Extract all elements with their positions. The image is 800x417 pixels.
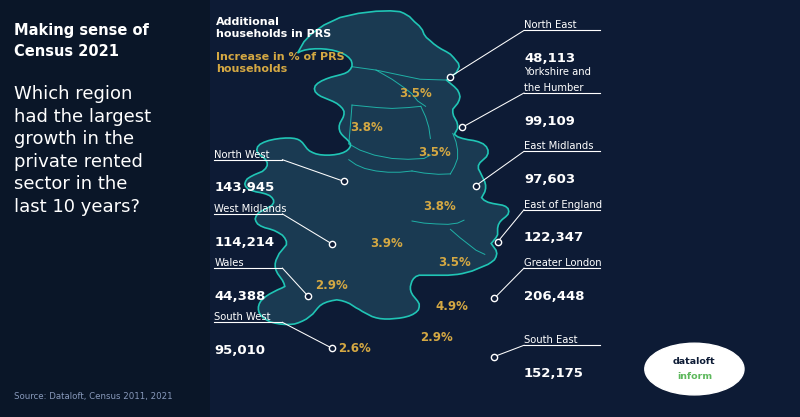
Text: 3.5%: 3.5% — [400, 87, 432, 100]
Text: Additional
households in PRS: Additional households in PRS — [216, 17, 331, 39]
Text: North East: North East — [524, 20, 577, 30]
Text: Census 2021: Census 2021 — [14, 44, 119, 59]
Text: 3.8%: 3.8% — [424, 200, 456, 213]
Text: 114,214: 114,214 — [214, 236, 274, 249]
Text: East of England: East of England — [524, 200, 602, 210]
Text: East Midlands: East Midlands — [524, 141, 594, 151]
Text: 3.5%: 3.5% — [438, 256, 470, 269]
Text: 152,175: 152,175 — [524, 367, 584, 380]
Text: Source: Dataloft, Census 2011, 2021: Source: Dataloft, Census 2011, 2021 — [14, 392, 173, 401]
Text: dataloft: dataloft — [673, 357, 716, 366]
Text: 143,945: 143,945 — [214, 181, 274, 194]
Text: South West: South West — [214, 312, 271, 322]
Text: 2.6%: 2.6% — [338, 342, 370, 355]
Text: Increase in % of PRS
households: Increase in % of PRS households — [216, 52, 345, 74]
Text: South East: South East — [524, 335, 578, 345]
Text: Yorkshire and: Yorkshire and — [524, 67, 591, 77]
Text: 3.9%: 3.9% — [370, 237, 402, 251]
Text: the Humber: the Humber — [524, 83, 583, 93]
Text: 3.8%: 3.8% — [350, 121, 382, 134]
Text: 3.5%: 3.5% — [418, 146, 450, 159]
Text: 48,113: 48,113 — [524, 52, 575, 65]
Text: Which region
had the largest
growth in the
private rented
sector in the
last 10 : Which region had the largest growth in t… — [14, 85, 151, 216]
Text: 2.9%: 2.9% — [420, 331, 452, 344]
Text: West Midlands: West Midlands — [214, 204, 287, 214]
Polygon shape — [245, 11, 509, 324]
Text: Greater London: Greater London — [524, 258, 602, 268]
Text: 97,603: 97,603 — [524, 173, 575, 186]
Text: 122,347: 122,347 — [524, 231, 584, 244]
Text: 95,010: 95,010 — [214, 344, 266, 357]
Text: 99,109: 99,109 — [524, 115, 575, 128]
Circle shape — [645, 343, 744, 395]
Text: Making sense of: Making sense of — [14, 23, 150, 38]
Text: North West: North West — [214, 150, 270, 160]
Text: Wales: Wales — [214, 258, 244, 268]
Text: inform: inform — [677, 372, 712, 381]
Text: 4.9%: 4.9% — [435, 300, 469, 313]
Text: 44,388: 44,388 — [214, 290, 266, 303]
Text: 206,448: 206,448 — [524, 290, 585, 303]
Text: 2.9%: 2.9% — [316, 279, 348, 292]
FancyBboxPatch shape — [0, 0, 210, 417]
